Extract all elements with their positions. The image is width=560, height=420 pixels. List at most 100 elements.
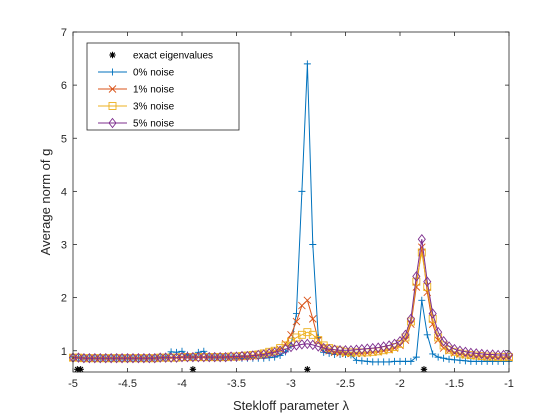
data-point xyxy=(488,349,497,360)
x-tick-label: -3 xyxy=(286,378,296,390)
data-point xyxy=(314,341,323,352)
data-point xyxy=(79,352,88,364)
legend-label: 0% noise xyxy=(133,68,175,79)
legend-marker xyxy=(109,68,116,76)
data-point xyxy=(428,308,437,319)
data-point xyxy=(472,348,481,359)
data-point xyxy=(226,351,236,362)
y-tick-label: 4 xyxy=(61,186,67,198)
data-point xyxy=(417,248,426,257)
legend-item: 3% noise xyxy=(98,102,175,113)
data-point xyxy=(363,357,371,365)
data-point xyxy=(128,352,138,364)
data-point xyxy=(292,317,301,326)
data-point xyxy=(417,233,426,245)
data-point xyxy=(451,356,458,364)
data-point xyxy=(74,352,83,363)
data-point xyxy=(358,357,366,365)
legend-items: exact eigenvalues 0% noise 1% noise 3% nois… xyxy=(98,51,213,130)
data-point xyxy=(444,341,454,352)
data-point xyxy=(167,352,176,363)
eigenvalue-point xyxy=(420,366,428,373)
data-point xyxy=(117,352,127,364)
data-point xyxy=(434,353,442,361)
x-axis: -5 -4.5 -4 -3.5 -3 -2.5 -2 -1.5 -1 xyxy=(68,32,514,390)
data-point xyxy=(434,326,443,338)
legend-marker xyxy=(108,117,117,129)
data-point xyxy=(395,335,405,347)
data-point xyxy=(237,350,247,362)
data-point xyxy=(303,60,311,68)
x-tick-label: -4 xyxy=(177,378,187,390)
data-point xyxy=(156,352,165,363)
data-point xyxy=(439,341,448,350)
legend-item: 1% noise xyxy=(98,85,175,96)
data-point xyxy=(325,343,334,355)
data-point xyxy=(335,344,345,356)
data-point xyxy=(134,352,143,364)
data-point xyxy=(428,314,437,323)
data-point xyxy=(183,351,192,363)
data-point xyxy=(456,356,464,364)
data-point xyxy=(319,341,328,350)
legend-marker xyxy=(108,102,117,110)
eigenvalue-point xyxy=(189,366,197,373)
data-point xyxy=(445,355,453,363)
data-point xyxy=(107,352,116,364)
data-point xyxy=(461,357,469,365)
data-point xyxy=(216,351,225,363)
exact-eigenvalue-markers xyxy=(74,366,428,373)
data-point xyxy=(308,339,317,351)
data-point xyxy=(199,351,208,363)
x-tick-label: -5 xyxy=(68,378,78,390)
data-point xyxy=(477,348,486,360)
data-point xyxy=(412,283,421,291)
x-tick-label: -2 xyxy=(395,378,405,390)
x-tick-label: -1.5 xyxy=(445,378,464,390)
data-point xyxy=(303,338,312,350)
series-5-noise xyxy=(68,233,514,364)
y-tick-label: 1 xyxy=(61,346,67,358)
data-point xyxy=(418,296,426,304)
y-axis: 1 2 3 4 5 6 7 xyxy=(61,27,509,358)
data-point xyxy=(330,344,339,355)
y-tick-label: 3 xyxy=(61,240,67,252)
data-point xyxy=(139,352,148,364)
legend: exact eigenvalues 0% noise 1% noise 3% nois… xyxy=(86,42,240,131)
y-tick-label: 5 xyxy=(61,133,67,145)
data-point xyxy=(210,351,219,363)
legend-item: 0% noise xyxy=(98,68,175,79)
data-point xyxy=(188,351,197,363)
data-point xyxy=(303,296,312,305)
data-point xyxy=(101,352,110,364)
y-tick-label: 7 xyxy=(61,27,67,39)
data-point xyxy=(406,313,415,325)
data-point xyxy=(276,344,285,353)
data-point xyxy=(396,339,404,348)
y-tick-label: 6 xyxy=(61,80,67,92)
data-point xyxy=(429,350,437,358)
data-point xyxy=(298,187,306,195)
eigenvalue-point xyxy=(74,366,81,373)
legend-item: exact eigenvalues xyxy=(109,51,213,62)
data-point xyxy=(417,243,426,251)
data-point xyxy=(483,349,492,360)
legend-label: 3% noise xyxy=(133,102,175,113)
data-point xyxy=(450,347,459,356)
data-point xyxy=(309,241,317,248)
data-point xyxy=(450,343,459,355)
legend-label: exact eigenvalues xyxy=(133,51,213,62)
data-point xyxy=(173,348,181,356)
data-point xyxy=(439,335,448,347)
data-point xyxy=(287,337,295,346)
legend-label: 1% noise xyxy=(133,85,175,96)
legend-marker xyxy=(109,51,116,59)
x-tick-label: -2.5 xyxy=(336,378,355,390)
data-point xyxy=(96,352,105,364)
data-point xyxy=(494,349,503,361)
data-point xyxy=(440,354,448,362)
x-axis-label: Stekloff parameter λ xyxy=(233,398,350,413)
data-point xyxy=(205,351,214,363)
y-axis-label: Average norm of g xyxy=(38,149,53,256)
